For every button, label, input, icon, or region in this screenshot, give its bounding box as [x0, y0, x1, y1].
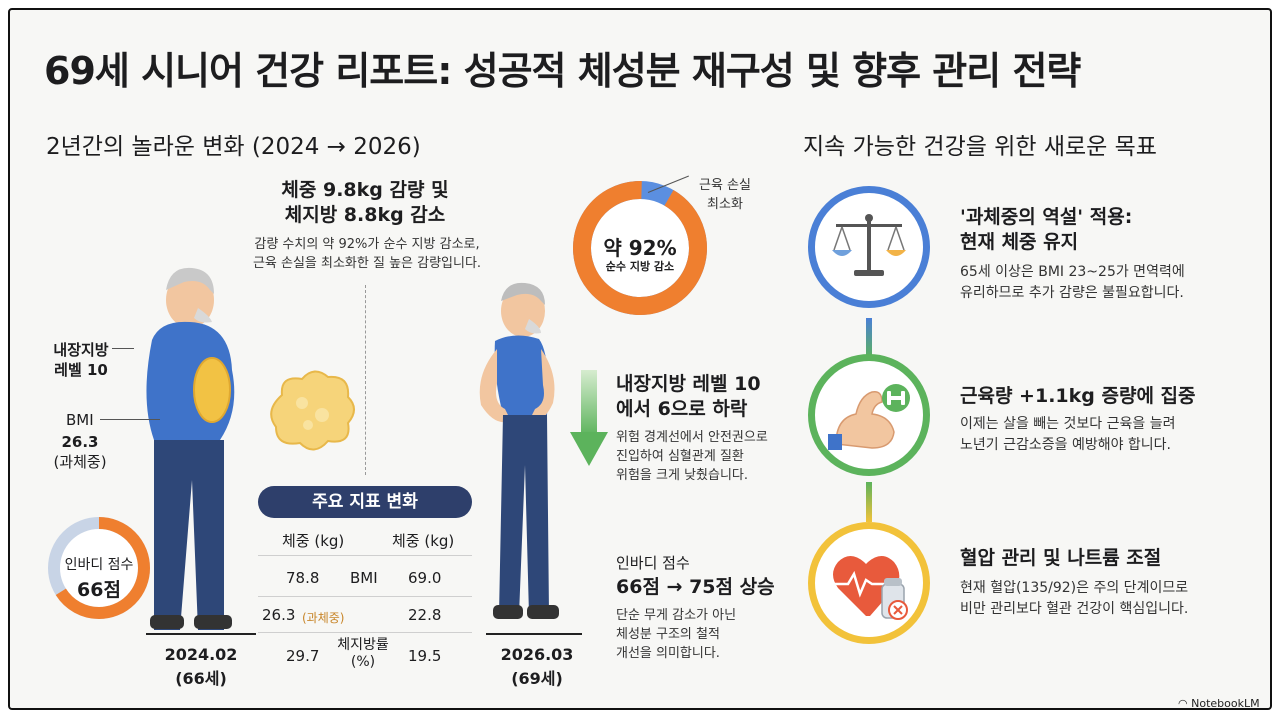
- inbody-change-label: 인바디 점수: [616, 554, 690, 572]
- after-age: (69세): [511, 669, 563, 688]
- inbody-change-desc: 단순 무게 감소가 아닌 체성분 구조의 철적 개선을 의미합니다.: [616, 608, 737, 661]
- bmi-leader-line: [100, 419, 160, 420]
- balance-scale-icon: [832, 214, 906, 276]
- flexed-arm-dumbbell-icon: [828, 384, 910, 450]
- fat-loss-donut: [573, 181, 707, 315]
- table-row1-right: 69.0: [408, 569, 442, 587]
- goal-3-title: 혈압 관리 및 나트륨 조절: [960, 547, 1162, 569]
- connector-2: [866, 482, 872, 522]
- table-row3-mid: 체지방률 (%): [337, 637, 389, 670]
- inbody-gauge: [48, 517, 150, 619]
- goal-3-desc: 현재 혈압(135/92)은 주의 단계이므로 비만 관리보다 혈관 건강이 핵…: [960, 580, 1189, 617]
- goal-1-title: '과체중의 역설' 적용: 현재 체중 유지: [960, 206, 1133, 253]
- weight-headline: 체중 9.8kg 감량 및 체지방 8.8kg 감소: [281, 179, 449, 226]
- before-bmi-label: BMI: [66, 411, 94, 429]
- before-age: (66세): [175, 669, 227, 688]
- table-row2-left: 26.3: [262, 606, 296, 624]
- notebooklm-logo-icon: ◠: [1178, 697, 1192, 710]
- dashed-divider: [365, 285, 366, 475]
- brand-text: NotebookLM: [1191, 697, 1260, 710]
- table-row3-right: 19.5: [408, 647, 442, 665]
- left-section-heading: 2년간의 놀라운 변화 (2024 → 2026): [46, 134, 421, 160]
- page-title: 69세 시니어 건강 리포트: 성공적 체성분 재구성 및 향후 관리 전략: [44, 49, 1081, 93]
- inbody-change-headline: 66점 → 75점 상승: [616, 576, 775, 598]
- table-row1-left: 78.8: [286, 569, 320, 587]
- heart-salt-icon: [833, 556, 908, 620]
- before-ground-line: [146, 633, 256, 635]
- goal-2-desc: 이제는 살을 빼는 것보다 근육을 늘려 노년기 근감소증을 예방해야 합니다.: [960, 416, 1176, 453]
- visceral-change-headline: 내장지방 레벨 10 에서 6으로 하락: [616, 373, 761, 420]
- before-bmi-value: 26.3: [61, 433, 99, 451]
- before-bmi-note: (과체중): [53, 453, 107, 471]
- weight-description: 감량 수치의 약 92%가 순수 지방 감소로, 근육 손실을 최소화한 질 높…: [252, 237, 482, 271]
- before-visceral-label: 내장지방 레벨 10: [53, 341, 109, 379]
- table-row2-right: 22.8: [408, 606, 442, 624]
- table-title: 주요 지표 변화: [258, 486, 472, 518]
- after-ground-line: [486, 633, 582, 635]
- table-divider-2: [258, 596, 472, 597]
- right-section-heading: 지속 가능한 건강을 위한 새로운 목표: [803, 134, 1157, 160]
- donut-sub-label: 순수 지방 감소: [605, 260, 675, 273]
- table-row3-left: 29.7: [286, 647, 320, 665]
- visceral-leader-line: [112, 348, 134, 349]
- brand-label: ◠ NotebookLM: [1178, 697, 1260, 710]
- donut-callout: 근육 손실 최소화: [699, 178, 751, 212]
- inbody-value: 66점: [77, 579, 121, 601]
- goal-2-title: 근육량 +1.1kg 증량에 집중: [960, 385, 1196, 407]
- table-divider-3: [258, 632, 472, 633]
- table-row2-note: (과체중): [302, 611, 345, 625]
- table-divider-1: [258, 555, 472, 556]
- goal-1-desc: 65세 이상은 BMI 23~25가 면역력에 유리하므로 추가 감량은 불필요…: [960, 264, 1185, 301]
- donut-value: 약 92%: [603, 236, 677, 260]
- down-arrow-icon: [570, 370, 608, 466]
- table-header-right: 체중 (kg): [392, 532, 455, 550]
- goal-2-ring: [808, 354, 930, 476]
- table-header-left: 체중 (kg): [282, 532, 345, 550]
- before-person-figure: [146, 267, 235, 630]
- fat-blob-icon: [270, 370, 355, 451]
- after-date: 2026.03: [500, 645, 574, 664]
- before-date: 2024.02: [164, 645, 238, 664]
- connector-1: [866, 318, 872, 358]
- inbody-label: 인바디 점수: [64, 557, 134, 573]
- visceral-change-desc: 위험 경계선에서 안전권으로 진입하여 심혈관계 질환 위험을 크게 낮췄습니다…: [616, 430, 768, 483]
- table-row1-mid: BMI: [350, 569, 378, 587]
- after-person-figure: [479, 282, 559, 619]
